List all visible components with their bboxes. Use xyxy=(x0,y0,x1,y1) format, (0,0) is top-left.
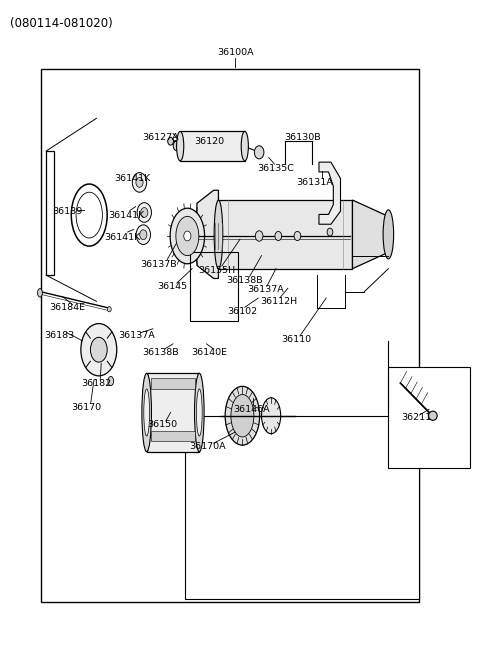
Ellipse shape xyxy=(241,132,248,161)
Ellipse shape xyxy=(108,307,111,312)
Polygon shape xyxy=(319,162,340,224)
Ellipse shape xyxy=(231,394,254,437)
Ellipse shape xyxy=(184,231,191,241)
Polygon shape xyxy=(197,190,218,278)
Ellipse shape xyxy=(214,200,223,269)
Ellipse shape xyxy=(81,324,117,376)
Text: 36138B: 36138B xyxy=(142,348,179,357)
Bar xyxy=(218,200,352,269)
Text: 36150: 36150 xyxy=(147,420,178,429)
Ellipse shape xyxy=(168,138,173,145)
Ellipse shape xyxy=(177,132,184,161)
Ellipse shape xyxy=(90,337,107,362)
Ellipse shape xyxy=(136,178,143,187)
Text: 36112H: 36112H xyxy=(260,297,297,306)
Text: 36120: 36120 xyxy=(194,137,224,145)
Bar xyxy=(41,69,420,602)
Text: 36141K: 36141K xyxy=(108,210,144,219)
Ellipse shape xyxy=(37,289,42,297)
Text: 36100A: 36100A xyxy=(217,48,253,58)
Text: 36137A: 36137A xyxy=(247,285,284,294)
Ellipse shape xyxy=(141,208,148,217)
Text: 36145: 36145 xyxy=(157,282,187,291)
Ellipse shape xyxy=(196,389,202,436)
Text: 36137B: 36137B xyxy=(140,259,177,269)
Bar xyxy=(180,132,245,161)
Ellipse shape xyxy=(294,231,301,240)
Text: 36131A: 36131A xyxy=(296,178,333,187)
Ellipse shape xyxy=(170,208,204,264)
Ellipse shape xyxy=(173,141,180,151)
Ellipse shape xyxy=(254,146,264,159)
Text: 36140E: 36140E xyxy=(191,348,227,357)
Ellipse shape xyxy=(255,231,263,241)
Text: 36137A: 36137A xyxy=(118,331,155,340)
Bar xyxy=(152,379,194,389)
Ellipse shape xyxy=(194,373,204,452)
Bar xyxy=(185,416,420,599)
Ellipse shape xyxy=(383,210,394,259)
Bar xyxy=(388,367,470,468)
Ellipse shape xyxy=(429,411,437,421)
Text: 36146A: 36146A xyxy=(234,405,270,414)
Text: 36182: 36182 xyxy=(81,379,111,388)
Text: 36138B: 36138B xyxy=(227,276,263,285)
Text: (080114-081020): (080114-081020) xyxy=(10,17,113,30)
Text: 36170: 36170 xyxy=(71,403,101,412)
Text: 36110: 36110 xyxy=(281,335,311,344)
Text: 36135C: 36135C xyxy=(257,164,294,173)
Ellipse shape xyxy=(144,389,150,436)
Ellipse shape xyxy=(132,173,147,192)
Text: 36155H: 36155H xyxy=(198,266,236,275)
Ellipse shape xyxy=(140,230,147,240)
Bar xyxy=(152,431,194,441)
Ellipse shape xyxy=(275,231,282,240)
Ellipse shape xyxy=(137,202,152,222)
Text: 36130B: 36130B xyxy=(284,134,321,142)
Ellipse shape xyxy=(262,398,281,434)
Ellipse shape xyxy=(108,377,114,386)
Polygon shape xyxy=(352,200,388,269)
Text: 36139: 36139 xyxy=(53,208,83,216)
Ellipse shape xyxy=(327,228,333,236)
Text: 36141K: 36141K xyxy=(114,174,150,183)
Bar xyxy=(190,252,238,321)
Ellipse shape xyxy=(225,386,260,445)
Ellipse shape xyxy=(176,216,199,255)
Ellipse shape xyxy=(136,225,151,244)
Text: 36102: 36102 xyxy=(228,307,257,316)
Text: 36170A: 36170A xyxy=(189,442,226,451)
Text: 36141K: 36141K xyxy=(105,233,141,242)
Text: 36184E: 36184E xyxy=(50,303,86,312)
Text: 36211: 36211 xyxy=(401,413,431,422)
Text: 36127A: 36127A xyxy=(143,134,180,142)
Bar xyxy=(147,373,199,452)
Text: 36183: 36183 xyxy=(44,331,74,340)
Ellipse shape xyxy=(142,373,152,452)
